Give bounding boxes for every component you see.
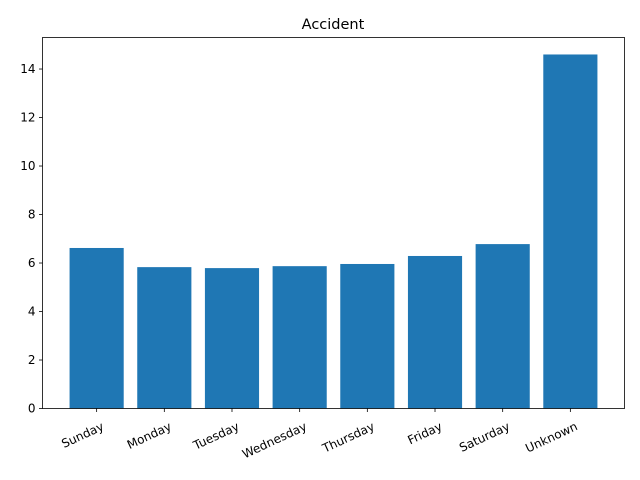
- x-tick-label: Sunday: [59, 419, 106, 451]
- x-tick-label: Wednesday: [240, 419, 309, 461]
- bar-monday: [137, 267, 192, 409]
- x-tick-label: Unknown: [523, 419, 579, 455]
- y-tick-label: 6: [28, 256, 36, 270]
- y-tick-label: 12: [20, 111, 35, 125]
- y-tick-label: 0: [28, 402, 36, 416]
- bars-group: [69, 54, 598, 409]
- y-tick-label: 2: [28, 353, 36, 367]
- bar-tuesday: [204, 268, 260, 409]
- y-tick-label: 4: [28, 305, 36, 319]
- bar-saturday: [475, 244, 530, 409]
- bar-friday: [407, 255, 463, 409]
- plot-frame: [42, 37, 625, 409]
- y-tick-label: 8: [28, 208, 36, 222]
- y-tick-label: 10: [20, 159, 35, 173]
- y-axis: 0 2 4 6 8 10 12 14: [20, 62, 43, 416]
- bar-unknown: [543, 54, 598, 409]
- bar-wednesday: [272, 266, 327, 409]
- x-tick-label: Saturday: [457, 419, 512, 455]
- y-tick-label: 14: [20, 62, 35, 76]
- bar-thursday: [340, 263, 395, 409]
- x-tick-label: Thursday: [319, 419, 376, 456]
- x-tick-label: Tuesday: [190, 419, 241, 453]
- x-tick-label: Monday: [125, 419, 174, 452]
- bar-sunday: [69, 247, 124, 409]
- chart-title: Accident: [302, 17, 365, 33]
- x-tick-label: Friday: [405, 419, 444, 447]
